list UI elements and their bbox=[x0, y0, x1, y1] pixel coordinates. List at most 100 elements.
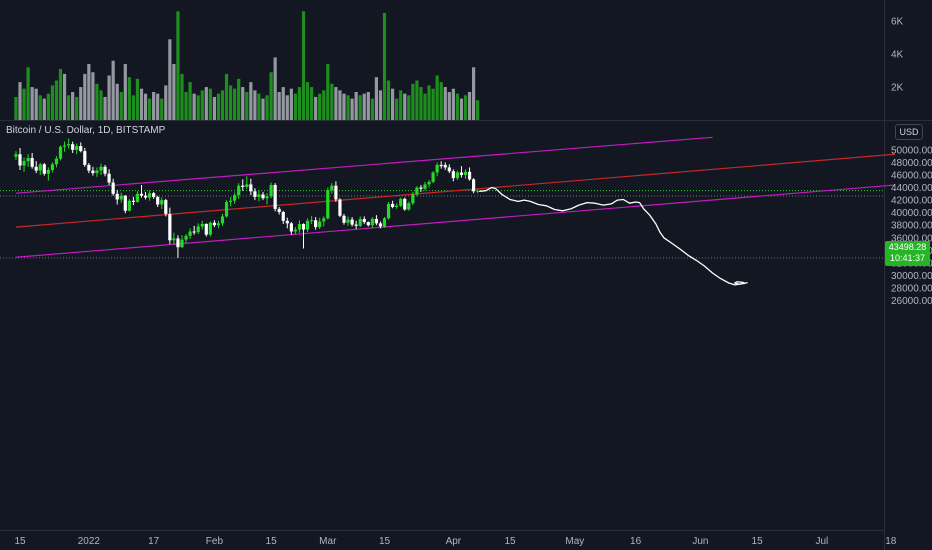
candle-body bbox=[83, 151, 87, 165]
volume-bar bbox=[87, 64, 91, 120]
candle-body bbox=[455, 172, 459, 179]
time-tick-label: 15 bbox=[504, 536, 516, 547]
volume-bar bbox=[366, 92, 370, 120]
trend-channels bbox=[15, 136, 895, 258]
volume-bar bbox=[419, 87, 423, 120]
candle-body bbox=[443, 164, 447, 168]
time-tick-label: Jul bbox=[816, 536, 829, 547]
candle-body bbox=[277, 208, 281, 213]
volume-bar bbox=[115, 83, 119, 120]
candle-body bbox=[399, 198, 403, 206]
candle-body bbox=[273, 185, 277, 209]
candle-body bbox=[71, 144, 75, 150]
volume-bar bbox=[180, 73, 184, 120]
volume-bar bbox=[354, 92, 358, 120]
volume-bar bbox=[451, 88, 455, 120]
volume-bar bbox=[30, 87, 34, 120]
candle-body bbox=[233, 195, 237, 201]
time-tick-label: 15 bbox=[266, 536, 278, 547]
candle-body bbox=[204, 223, 208, 235]
candle-body bbox=[220, 216, 225, 224]
volume-bar bbox=[237, 78, 241, 120]
candle-body bbox=[241, 185, 245, 187]
candle-body bbox=[58, 146, 63, 159]
candle-body bbox=[403, 198, 407, 210]
volume-bar bbox=[18, 82, 22, 120]
volume-bar bbox=[75, 96, 79, 120]
candle-body bbox=[419, 187, 423, 189]
volume-bar bbox=[395, 98, 399, 120]
candle-body bbox=[188, 231, 192, 236]
candle-body bbox=[257, 194, 261, 197]
candle-body bbox=[459, 172, 464, 175]
volume-bar bbox=[245, 92, 249, 120]
volume-bar bbox=[168, 39, 172, 121]
candle-body bbox=[314, 220, 318, 228]
candle-body bbox=[152, 193, 156, 197]
volume-bar bbox=[443, 87, 447, 120]
volume-bar bbox=[322, 90, 326, 120]
candle-body bbox=[297, 223, 302, 230]
candle-body bbox=[378, 223, 383, 227]
volume-bar bbox=[212, 96, 216, 120]
currency-button[interactable]: USD bbox=[895, 124, 923, 140]
volume-bar bbox=[253, 90, 257, 120]
candle-body bbox=[62, 145, 67, 147]
candle-body bbox=[305, 220, 310, 230]
candle-body bbox=[119, 195, 123, 200]
candle-body bbox=[382, 218, 387, 227]
candle-body bbox=[184, 235, 188, 240]
volume-bar bbox=[83, 73, 87, 120]
volume-bar bbox=[62, 73, 67, 120]
volume-bar bbox=[46, 93, 50, 120]
volume-tick-label: 4K bbox=[891, 50, 904, 61]
price-projection-drawing bbox=[479, 186, 748, 286]
volume-bar bbox=[216, 93, 221, 120]
volume-bar bbox=[257, 93, 261, 120]
candle-body bbox=[143, 195, 148, 198]
volume-bar bbox=[439, 82, 443, 120]
volume-bar bbox=[382, 12, 387, 120]
volume-bar bbox=[378, 90, 383, 120]
volume-bar bbox=[277, 92, 281, 120]
candle-body bbox=[476, 190, 480, 192]
candle-body bbox=[237, 185, 241, 196]
volume-bar bbox=[172, 64, 176, 120]
candle-body bbox=[160, 200, 164, 205]
volume-bar bbox=[152, 92, 156, 120]
time-tick-label: 2022 bbox=[78, 536, 101, 547]
volume-bar bbox=[103, 96, 107, 120]
candle-body bbox=[301, 223, 306, 230]
price-tick-label: 44000.00 bbox=[891, 183, 932, 194]
candle-body bbox=[95, 170, 99, 174]
volume-tick-label: 2K bbox=[891, 83, 904, 94]
candle-body bbox=[26, 158, 30, 162]
price-tick-label: 40000.00 bbox=[891, 208, 932, 219]
candle-body bbox=[46, 169, 50, 174]
volume-bar bbox=[34, 88, 38, 120]
candle-body bbox=[103, 166, 107, 174]
volume-bar bbox=[139, 88, 144, 120]
volume-bar bbox=[196, 95, 200, 120]
candle-body bbox=[467, 171, 472, 180]
volume-bar bbox=[119, 92, 123, 120]
volume-bar bbox=[176, 11, 180, 120]
candle-body bbox=[431, 172, 435, 182]
volume-bar bbox=[265, 95, 269, 120]
candle-body bbox=[289, 223, 293, 232]
time-tick-label: 15 bbox=[14, 536, 26, 547]
volume-bar bbox=[391, 88, 395, 120]
volume-bar bbox=[135, 78, 140, 120]
candle-body bbox=[293, 229, 297, 232]
candle-body bbox=[411, 194, 415, 204]
volume-bar bbox=[370, 98, 374, 120]
candle-body bbox=[374, 218, 378, 224]
volume-bar bbox=[99, 90, 103, 120]
time-tick-label: Feb bbox=[206, 536, 224, 547]
volume-bar bbox=[71, 92, 75, 120]
volume-bar bbox=[188, 82, 192, 120]
price-tick-label: 46000.00 bbox=[891, 170, 932, 181]
candle-body bbox=[249, 184, 253, 192]
volume-bar bbox=[297, 87, 302, 120]
